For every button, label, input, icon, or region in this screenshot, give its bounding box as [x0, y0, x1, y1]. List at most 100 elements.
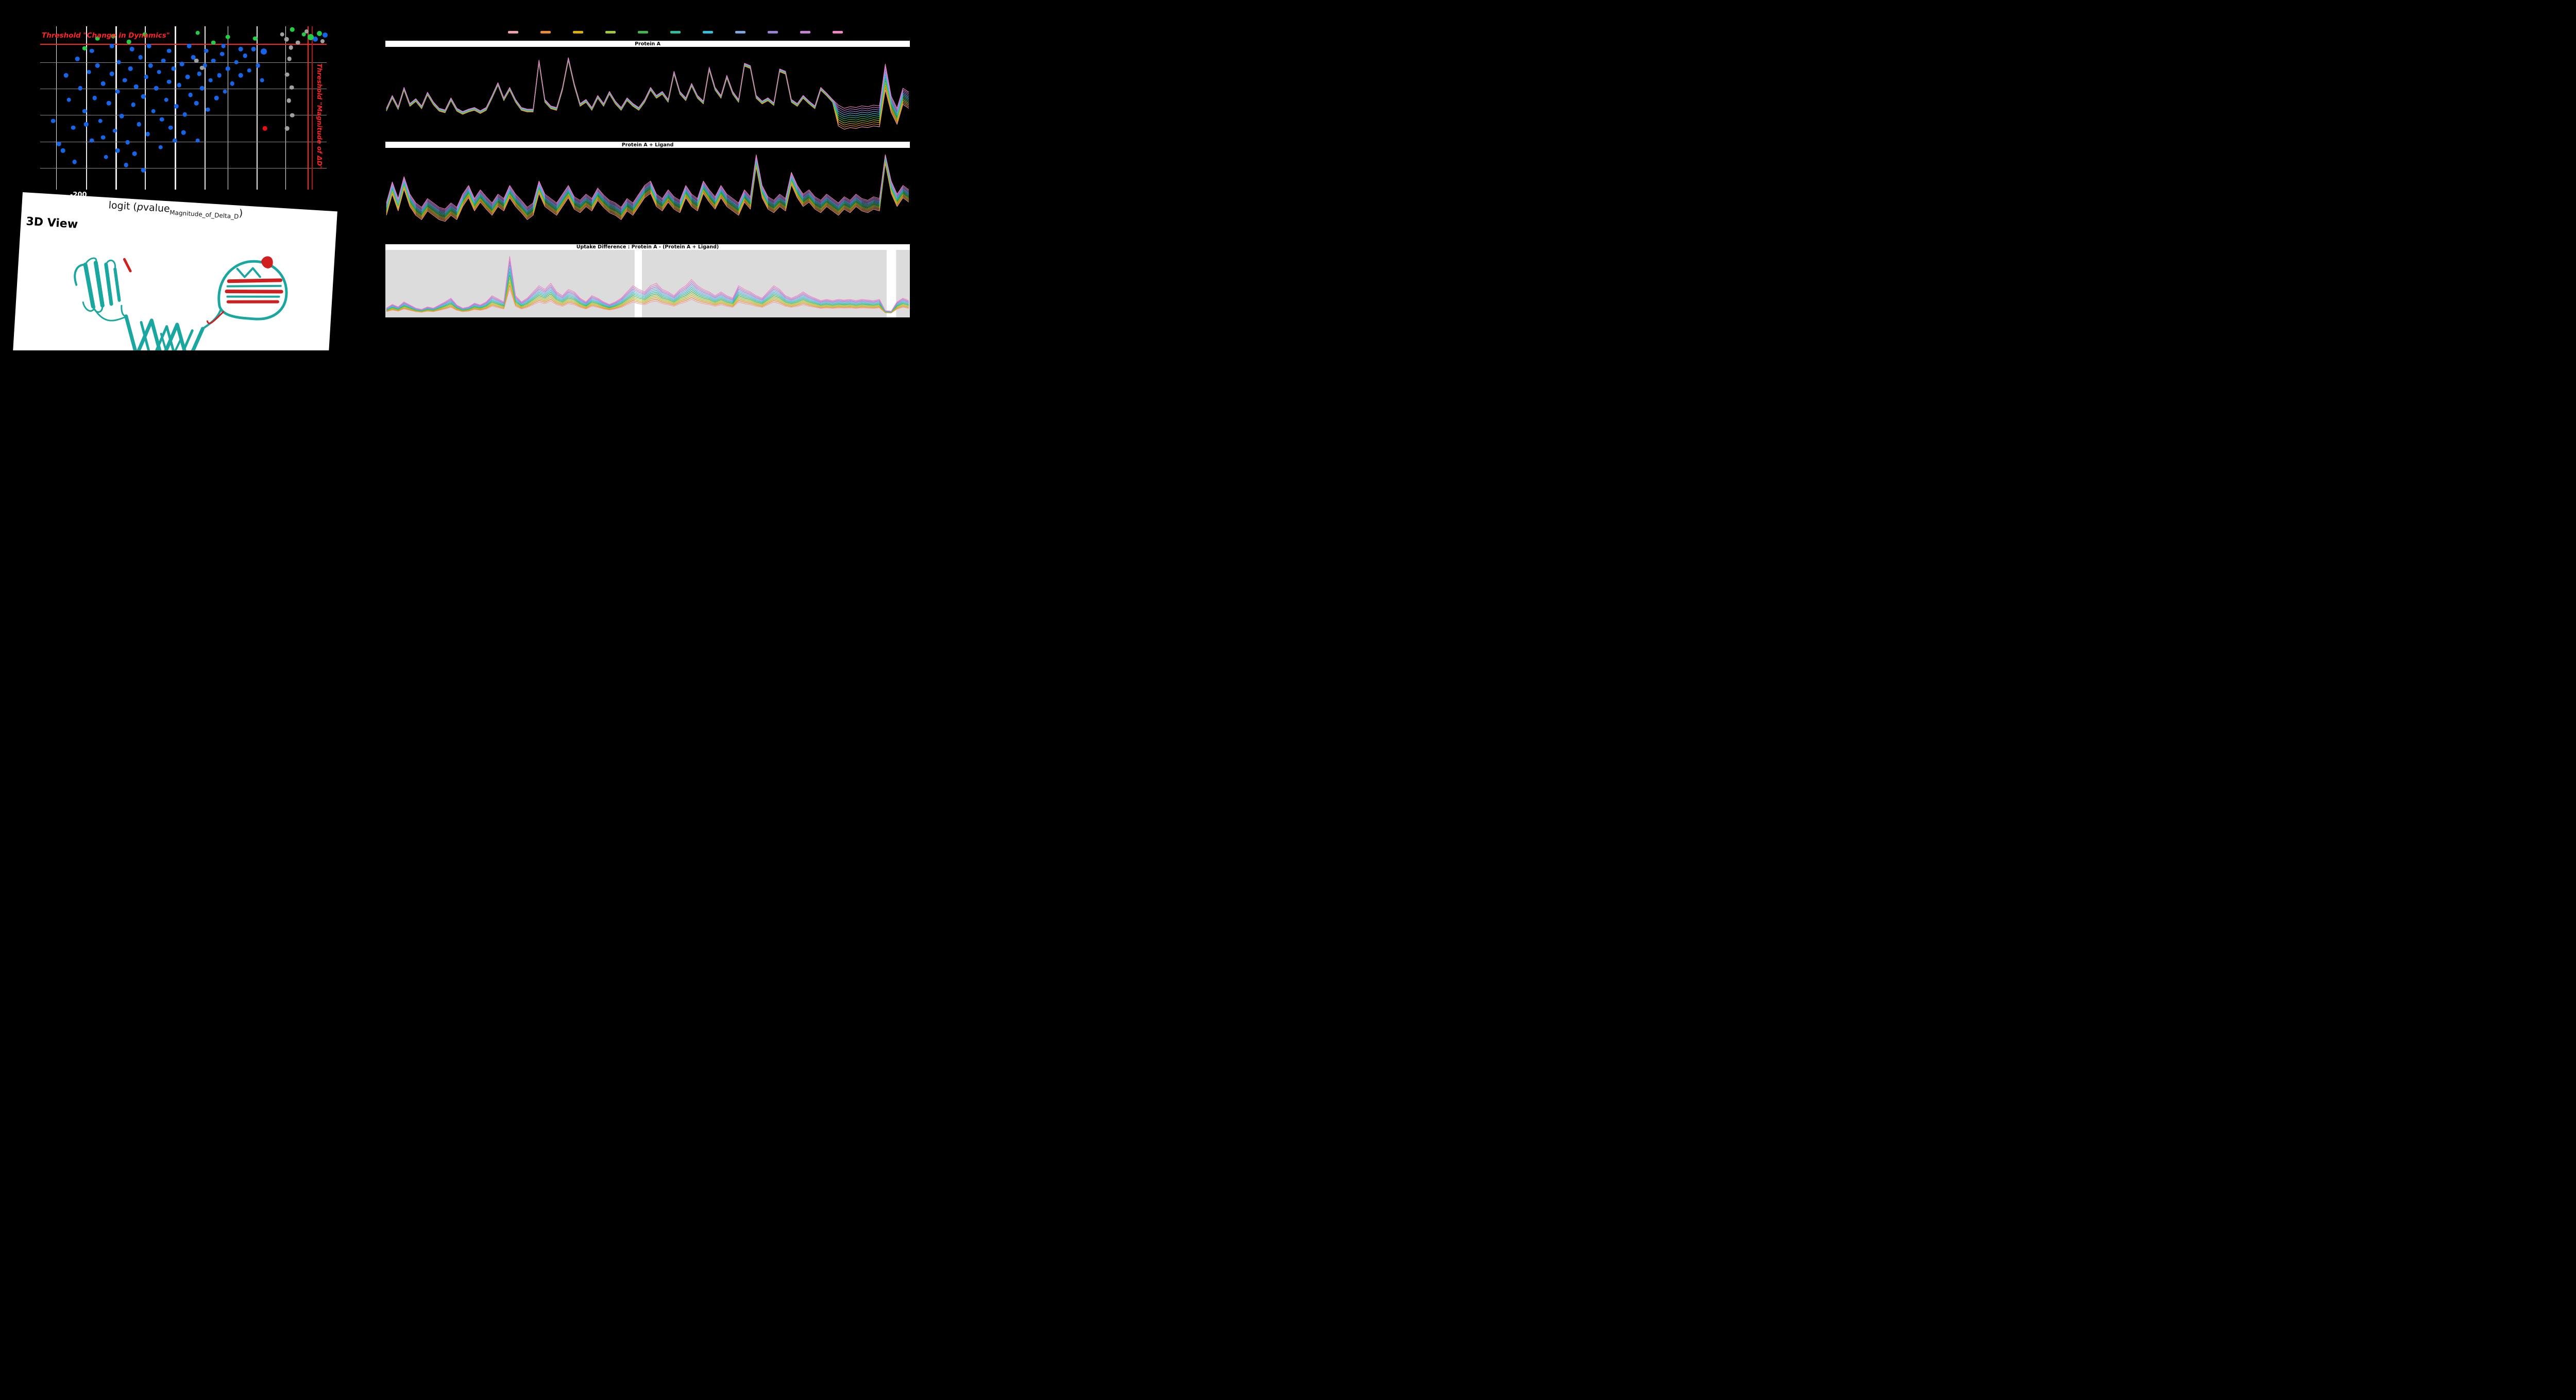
scatter-point-not-significant[interactable] — [115, 148, 120, 153]
scatter-point-not-significant[interactable] — [89, 48, 94, 53]
scatter-point-not-significant[interactable] — [89, 138, 94, 143]
scatter-point-not-significant[interactable] — [66, 97, 71, 102]
scatter-point-not-significant[interactable] — [129, 47, 134, 52]
scatter-point-highlighted[interactable] — [263, 126, 267, 131]
scatter-point-not-significant[interactable] — [171, 66, 176, 71]
scatter-point-magnitude-only[interactable] — [199, 65, 205, 71]
scatter-point-not-significant[interactable] — [174, 104, 179, 109]
scatter-point-not-significant[interactable] — [188, 92, 193, 97]
scatter-point-not-significant[interactable] — [78, 86, 83, 91]
scatter-point-not-significant[interactable] — [195, 138, 200, 143]
structure-3d-card[interactable]: logit (pvalueMagnitude_of_Delta_D) 3D Vi… — [12, 192, 337, 350]
scatter-point-significant-change-in-dynamics[interactable] — [142, 32, 147, 37]
legend-swatch[interactable] — [800, 31, 810, 33]
scatter-point-not-significant[interactable] — [146, 43, 151, 48]
series-legend[interactable] — [508, 31, 843, 33]
scatter-point-magnitude-only[interactable] — [296, 40, 300, 45]
scatter-point-not-significant[interactable] — [238, 73, 243, 78]
legend-swatch[interactable] — [735, 31, 745, 33]
scatter-point-not-significant[interactable] — [124, 163, 129, 167]
scatter-point-magnitude-only[interactable] — [284, 37, 289, 42]
scatter-point-not-significant[interactable] — [158, 145, 163, 149]
scatter-point-significant-change-in-dynamics[interactable] — [252, 36, 258, 41]
scatter-point-not-significant[interactable] — [166, 79, 172, 85]
scatter-point-not-significant[interactable] — [107, 100, 111, 106]
scatter-point-not-significant[interactable] — [141, 94, 146, 99]
scatter-point-magnitude-only[interactable] — [194, 58, 199, 63]
scatter-point-not-significant[interactable] — [101, 135, 106, 140]
scatter-point-significant-change-in-dynamics[interactable] — [82, 46, 87, 51]
scatter-point-not-significant[interactable] — [83, 122, 89, 127]
legend-swatch[interactable] — [703, 31, 713, 33]
scatter-point-not-significant[interactable] — [116, 60, 122, 65]
scatter-point-significant-change-in-dynamics[interactable] — [95, 36, 100, 41]
scatter-point-not-significant[interactable] — [87, 70, 91, 75]
scatter-point-not-significant[interactable] — [217, 73, 222, 78]
scatter-point-not-significant[interactable] — [181, 130, 186, 135]
scatter-point-not-significant[interactable] — [50, 119, 56, 124]
scatter-point-not-significant[interactable] — [260, 48, 267, 55]
scatter-point-not-significant[interactable] — [115, 89, 120, 94]
uptake-plot-protein-a-ligand[interactable] — [385, 148, 910, 244]
scatter-point-not-significant[interactable] — [199, 86, 205, 91]
scatter-point-not-significant[interactable] — [247, 68, 252, 73]
scatter-point-not-significant[interactable] — [138, 55, 143, 60]
scatter-point-not-significant[interactable] — [122, 78, 127, 82]
scatter-point-not-significant[interactable] — [109, 71, 114, 76]
scatter-point-magnitude-only[interactable] — [284, 72, 290, 77]
scatter-point-not-significant[interactable] — [104, 155, 109, 159]
legend-swatch[interactable] — [508, 31, 518, 33]
legend-swatch[interactable] — [540, 31, 551, 33]
uptake-difference-plot[interactable] — [385, 250, 910, 317]
scatter-point-magnitude-only[interactable] — [304, 29, 309, 33]
scatter-point-not-significant[interactable] — [145, 131, 150, 137]
scatter-point-magnitude-only[interactable] — [280, 32, 285, 37]
scatter-point-not-significant[interactable] — [185, 74, 190, 79]
scatter-point-not-significant[interactable] — [243, 53, 247, 58]
scatter-point-not-significant[interactable] — [151, 109, 156, 114]
scatter-point-not-significant[interactable] — [157, 70, 162, 75]
scatter-point-not-significant[interactable] — [137, 122, 142, 127]
scatter-point-significant-change-in-dynamics[interactable] — [225, 35, 230, 39]
scatter-point-not-significant[interactable] — [75, 57, 80, 61]
scatter-point-not-significant[interactable] — [256, 63, 260, 68]
scatter-point-not-significant[interactable] — [125, 140, 130, 145]
scatter-point-not-significant[interactable] — [205, 107, 210, 112]
scatter-point-not-significant[interactable] — [92, 96, 97, 100]
scatter-point-not-significant[interactable] — [166, 48, 172, 53]
scatter-point-not-significant[interactable] — [161, 58, 166, 63]
scatter-point-not-significant[interactable] — [251, 47, 256, 52]
scatter-point-not-significant[interactable] — [154, 86, 159, 91]
scatter-point-not-significant[interactable] — [128, 66, 133, 71]
scatter-point-not-significant[interactable] — [95, 63, 100, 68]
scatter-point-not-significant[interactable] — [160, 117, 164, 122]
legend-swatch[interactable] — [833, 31, 843, 33]
scatter-point-significant-change-in-dynamics[interactable] — [211, 40, 216, 45]
scatter-point-not-significant[interactable] — [98, 119, 103, 124]
scatter-point-not-significant[interactable] — [225, 66, 230, 71]
scatter-point-not-significant[interactable] — [56, 141, 61, 146]
scatter-point-magnitude-only[interactable] — [286, 98, 291, 103]
scatter-point-significant-change-in-dynamics[interactable] — [111, 33, 116, 39]
scatter-point-not-significant[interactable] — [202, 63, 207, 68]
scatter-point-not-significant[interactable] — [187, 43, 192, 48]
scatter-point-not-significant[interactable] — [177, 82, 181, 88]
scatter-point-not-significant[interactable] — [260, 78, 265, 82]
scatter-point-not-significant[interactable] — [221, 43, 226, 48]
scatter-point-not-significant[interactable] — [182, 112, 188, 117]
scatter-point-not-significant[interactable] — [238, 47, 243, 52]
scatter-point-not-significant[interactable] — [204, 48, 209, 53]
scatter-point-significant-change-in-dynamics[interactable] — [195, 30, 200, 35]
scatter-point-not-significant[interactable] — [194, 100, 199, 106]
protein-3d-structure[interactable] — [40, 234, 316, 350]
scatter-point-magnitude-only[interactable] — [284, 126, 290, 131]
scatter-point-not-significant[interactable] — [323, 32, 328, 38]
uptake-plot-protein-a[interactable] — [385, 47, 910, 136]
legend-swatch[interactable] — [768, 31, 778, 33]
scatter-point-significant-change-in-dynamics[interactable] — [127, 39, 131, 44]
scatter-point-not-significant[interactable] — [230, 81, 234, 86]
scatter-point-not-significant[interactable] — [141, 167, 146, 173]
scatter-point-not-significant[interactable] — [133, 84, 139, 89]
scatter-point-not-significant[interactable] — [219, 52, 225, 57]
scatter-point-not-significant[interactable] — [120, 114, 124, 119]
